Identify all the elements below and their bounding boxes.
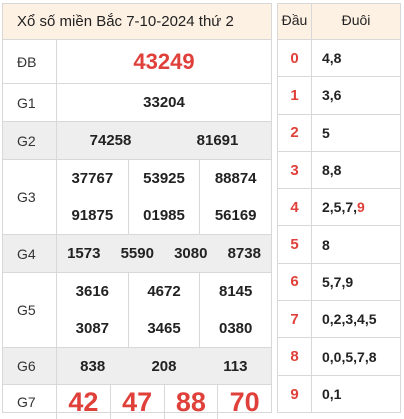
prize-label-g7: G7 (3, 385, 57, 419)
prize-number: 56169 (199, 197, 271, 234)
prize-row-g2: G2 74258 81691 (3, 122, 271, 160)
prize-label-g5: G5 (3, 273, 57, 347)
prize-label-g4: G4 (3, 235, 57, 272)
prize-number: 8145 (199, 273, 271, 310)
loto-head: 1 (278, 77, 312, 114)
loto-row: 6 5,7,9 (278, 263, 400, 302)
loto-table: Đầu Đuôi 0 4,8 1 3,6 2 5 3 8,8 4 2,5,7, 9… (277, 3, 401, 413)
prize-number: 3465 (127, 310, 200, 347)
loto-tails: 8 (322, 236, 330, 253)
loto-row: 9 0,1 (278, 375, 400, 413)
prize-row-g5: G5 3616 4672 8145 3087 3465 0380 (3, 273, 271, 348)
prize-number: 37767 (71, 170, 114, 187)
loto-head: 3 (278, 151, 312, 189)
prize-number: 91875 (71, 207, 114, 224)
loto-tails: 3,6 (322, 87, 342, 104)
prize-number: 74258 (89, 132, 132, 149)
prize-row-g6: G6 838 208 113 (3, 348, 271, 385)
prize-number: 70 (217, 385, 271, 419)
prize-row-g4: G4 1573 5590 3080 8738 (3, 235, 271, 273)
loto-head: 2 (278, 114, 312, 151)
prize-number: 1573 (67, 245, 101, 262)
loto-tail-highlight: 9 (357, 199, 365, 216)
prize-label-db: ĐB (3, 40, 57, 83)
loto-row: 7 0,2,3,4,5 (278, 301, 400, 339)
prize-number: 0380 (199, 310, 271, 347)
loto-tails: 5 (322, 124, 330, 141)
prize-number: 42 (68, 386, 99, 417)
prize-number: 53925 (127, 160, 200, 197)
loto-row: 5 8 (278, 226, 400, 264)
prize-row-g7: G7 42 47 88 70 (3, 385, 271, 419)
loto-head: 6 (278, 263, 312, 301)
loto-tails: 5,7,9 (322, 273, 354, 290)
prize-row-db: ĐB 43249 (3, 40, 271, 84)
prize-number: 208 (151, 357, 177, 375)
prize-number: 88 (163, 385, 218, 419)
loto-row: 1 3,6 (278, 77, 400, 115)
prize-number: 88874 (199, 160, 271, 197)
loto-tails: 4,8 (322, 50, 342, 67)
prize-number: 3080 (174, 245, 208, 262)
prize-label-g2: G2 (3, 122, 57, 159)
prize-label-g3: G3 (3, 160, 57, 234)
loto-tails: 0,0,5,7,8 (322, 348, 377, 365)
prize-row-g1: G1 33204 (3, 84, 271, 122)
loto-head-column-label: Đầu (278, 4, 312, 39)
loto-row: 4 2,5,7, 9 (278, 189, 400, 227)
prize-number: 5590 (120, 245, 154, 262)
loto-header: Đầu Đuôi (278, 4, 400, 40)
prize-label-g6: G6 (3, 348, 57, 384)
prize-number: 113 (223, 357, 248, 375)
prize-number: 8738 (227, 245, 261, 262)
prize-number: 47 (109, 385, 164, 419)
loto-head: 0 (278, 40, 312, 77)
loto-head: 5 (278, 226, 312, 263)
loto-row: 2 5 (278, 114, 400, 152)
prize-number: 4672 (127, 273, 200, 310)
prize-number: 43249 (133, 48, 195, 74)
prize-number: 838 (80, 357, 106, 375)
prize-label-g1: G1 (3, 84, 57, 121)
prize-row-g3: G3 37767 53925 88874 91875 01985 56169 (3, 160, 271, 235)
results-title: Xổ số miền Bắc 7-10-2024 thứ 2 (3, 4, 271, 40)
loto-tails: 0,2,3,4,5 (322, 311, 377, 328)
loto-head: 9 (278, 375, 312, 413)
prize-number: 3087 (75, 320, 110, 337)
prize-number: 33204 (143, 94, 185, 111)
results-table: Xổ số miền Bắc 7-10-2024 thứ 2 ĐB 43249 … (2, 3, 272, 419)
loto-tails: 0,1 (322, 386, 342, 403)
prize-number: 01985 (127, 197, 200, 234)
prize-number: 3616 (75, 283, 110, 300)
loto-head: 7 (278, 301, 312, 338)
loto-tail-column-label: Đuôi (341, 12, 371, 28)
loto-head: 4 (278, 189, 312, 226)
loto-row: 3 8,8 (278, 151, 400, 190)
loto-tails: 2,5,7, (322, 199, 358, 216)
prize-number: 81691 (196, 132, 239, 149)
loto-tails: 8,8 (322, 162, 342, 179)
loto-head: 8 (278, 338, 312, 375)
loto-row: 0 4,8 (278, 40, 400, 78)
loto-row: 8 0,0,5,7,8 (278, 338, 400, 376)
loto-tails-group: 2,5,7, 9 (312, 189, 400, 225)
